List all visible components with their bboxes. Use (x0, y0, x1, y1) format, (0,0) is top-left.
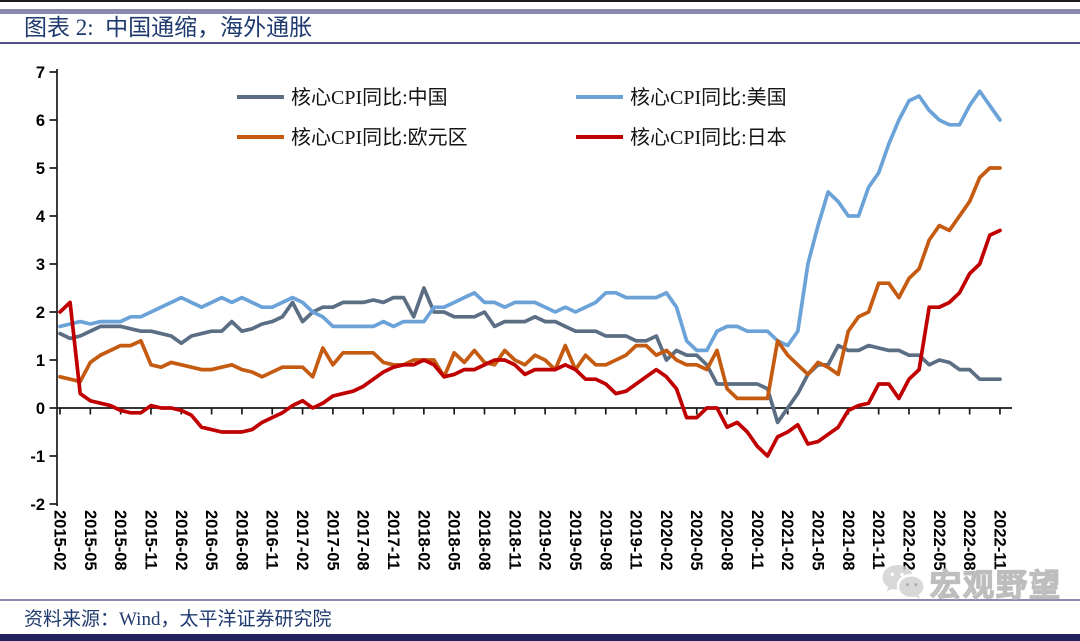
x-tick-label: 2015-08 (111, 510, 129, 571)
x-tick-label: 2016-11 (263, 510, 281, 570)
series-line-japan (58, 228, 1002, 458)
x-tick-label: 2022-11 (990, 510, 1008, 570)
legend-label-japan: 核心CPI同比:日本 (630, 126, 787, 149)
x-tick-label: 2022-02 (899, 510, 917, 571)
y-tick-label: 1 (36, 352, 45, 370)
y-tick-label: 0 (36, 400, 45, 418)
x-tick-label: 2017-11 (384, 510, 402, 570)
x-tick-label: 2016-05 (202, 510, 220, 571)
legend-item-japan: 核心CPI同比:日本 (576, 126, 787, 149)
x-tick-label: 2018-02 (414, 510, 432, 571)
x-tick-label: 2018-11 (505, 510, 523, 570)
x-tick-label: 2018-08 (475, 510, 493, 571)
x-tick-label: 2015-11 (141, 510, 159, 570)
x-tick-label: 2015-05 (81, 510, 99, 571)
legend-item-us: 核心CPI同比:美国 (576, 86, 787, 109)
x-tick-label: 2017-08 (354, 510, 372, 571)
y-tick-label: 3 (36, 256, 45, 274)
x-tick-label: 2020-08 (718, 510, 736, 571)
y-tick-label: -1 (30, 448, 45, 466)
x-tick-label: 2022-05 (930, 510, 948, 571)
y-tick-label: 6 (36, 112, 45, 130)
x-tick-label: 2019-08 (596, 510, 614, 571)
y-tick-label: -2 (30, 496, 45, 514)
header-accent-bar (0, 9, 1080, 14)
x-tick-label: 2016-08 (232, 510, 250, 571)
x-tick-label: 2019-11 (627, 510, 645, 570)
x-tick-label: 2017-05 (323, 510, 341, 571)
series-line-eurozone (58, 166, 1002, 401)
y-tick-label: 4 (36, 208, 46, 226)
x-tick-label: 2020-11 (748, 510, 766, 570)
x-tick-label: 2022-08 (960, 510, 978, 571)
legend-label-us: 核心CPI同比:美国 (630, 86, 787, 109)
legend-item-china: 核心CPI同比:中国 (237, 86, 448, 109)
bottom-border-bar (0, 634, 1080, 641)
x-tick-label: 2020-02 (657, 510, 675, 571)
y-tick-label: 5 (36, 160, 45, 178)
footer-separator-line (0, 599, 1080, 601)
x-tick-label: 2018-05 (445, 510, 463, 571)
y-tick-label: 7 (36, 64, 45, 82)
x-tick-label: 2015-02 (51, 510, 69, 571)
figure-title: 图表 2: 中国通缩，海外通胀 (24, 15, 313, 40)
x-tick-label: 2021-11 (869, 510, 887, 570)
legend-item-eurozone: 核心CPI同比:欧元区 (237, 126, 468, 149)
x-tick-label: 2021-05 (809, 510, 827, 571)
series-line-us (58, 89, 1002, 353)
plot-area: 7 6 5 4 3 2 1 0 -1 -2 2015-02 2015-05 2015-08 2015-11… (30, 64, 1012, 571)
source-note: 资料来源：Wind，太平洋证券研究院 (24, 609, 332, 630)
y-tick-label: 2 (36, 304, 45, 322)
title-underline (0, 42, 1080, 44)
x-tick-label: 2017-02 (293, 510, 311, 571)
x-tick-label: 2021-08 (839, 510, 857, 571)
x-tick-label: 2016-02 (172, 510, 190, 571)
legend-label-eurozone: 核心CPI同比:欧元区 (291, 126, 468, 149)
legend-label-china: 核心CPI同比:中国 (291, 86, 448, 109)
x-tick-label: 2019-02 (536, 510, 554, 571)
top-border-line (0, 0, 1080, 2)
x-tick-label: 2020-05 (687, 510, 705, 571)
chart-legend: 核心CPI同比:中国 核心CPI同比:美国 核心CPI同比:欧元区 核心CPI同… (237, 86, 787, 149)
x-tick-label: 2019-05 (566, 510, 584, 571)
x-tick-label: 2021-02 (778, 510, 796, 571)
